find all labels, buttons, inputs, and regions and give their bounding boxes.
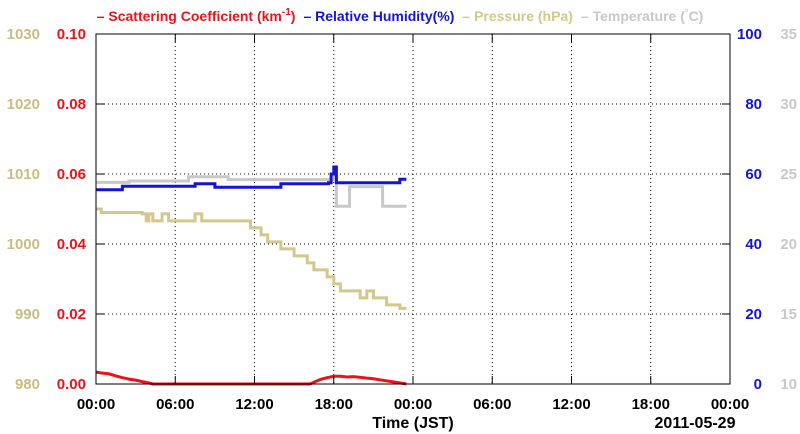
series-line-scattering-coefficient: [95, 370, 407, 386]
series-line-temperature: [96, 173, 407, 208]
temperature-tick-label: 10: [780, 376, 797, 393]
scattering-tick-label: 0.02: [57, 306, 86, 323]
pressure-tick-label: 980: [15, 376, 40, 393]
x-tick-label: 06:00: [473, 396, 511, 413]
humidity-tick-label: 100: [737, 26, 762, 43]
x-tick-label: 18:00: [632, 396, 670, 413]
humidity-tick-label: 0: [754, 376, 762, 393]
x-tick-label: 12:00: [235, 396, 273, 413]
x-axis-label: Time (JST): [372, 415, 454, 432]
pressure-tick-label: 1000: [7, 236, 40, 253]
x-tick-label: 12:00: [552, 396, 590, 413]
temperature-tick-label: 15: [780, 306, 797, 323]
date-label: 2011-05-29: [655, 415, 736, 432]
legend-superscript: -1: [282, 7, 291, 18]
series-layer: [95, 165, 407, 386]
legend: – Scattering Coefficient (km-1) – Relativ…: [97, 7, 704, 24]
legend-entry: – Pressure (hPa): [462, 8, 573, 24]
humidity-tick-label: 80: [745, 96, 762, 113]
legend-entry: – Relative Humidity(%): [303, 8, 454, 24]
legend-close: C): [689, 8, 704, 24]
scattering-tick-label: 0.10: [57, 26, 86, 43]
temperature-tick-label: 30: [780, 96, 797, 113]
grid: [96, 34, 730, 384]
x-tick-label: 00:00: [711, 396, 749, 413]
pressure-tick-label: 1030: [7, 26, 40, 43]
pressure-tick-label: 990: [15, 306, 40, 323]
series-line-pressure: [96, 207, 407, 310]
humidity-tick-label: 60: [745, 166, 762, 183]
x-tick-label: 06:00: [156, 396, 194, 413]
humidity-tick-label: 40: [745, 236, 762, 253]
legend-entry: – Scattering Coefficient (km: [97, 8, 282, 24]
scattering-tick-label: 0.06: [57, 166, 86, 183]
legend-entry: – Temperature (: [581, 8, 685, 24]
legend-close: ): [291, 8, 296, 24]
scattering-tick-label: 0.04: [57, 236, 87, 253]
temperature-tick-label: 35: [780, 26, 797, 43]
tick-layer: 00:00 06:00 12:00 18:00 00:00 06:00 12:00 18:00…: [7, 26, 797, 413]
legend-degree: °: [685, 7, 689, 17]
pressure-tick-label: 1010: [7, 166, 40, 183]
x-tick-label: 00:00: [394, 396, 432, 413]
humidity-tick-label: 20: [745, 306, 762, 323]
x-tick-label: 00:00: [77, 396, 115, 413]
scattering-tick-label: 0.00: [57, 376, 86, 393]
pressure-tick-label: 1020: [7, 96, 40, 113]
series-line-relative-humidity: [96, 165, 407, 192]
x-tick-label: 18:00: [315, 396, 353, 413]
legend-text: – Scattering Coefficient (km-1) – Relativ…: [97, 7, 704, 24]
scattering-tick-label: 0.08: [57, 96, 86, 113]
temperature-tick-label: 25: [780, 166, 797, 183]
temperature-tick-label: 20: [780, 236, 797, 253]
